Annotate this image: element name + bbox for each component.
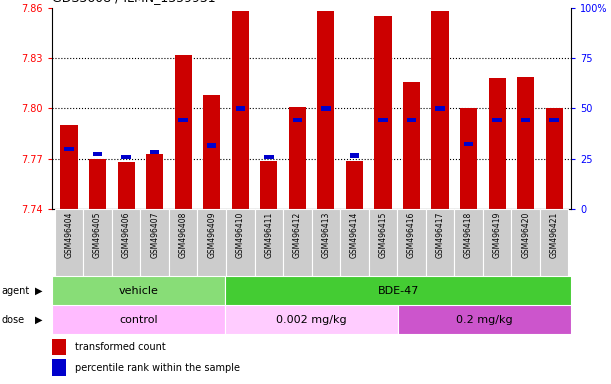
Bar — [398, 305, 571, 334]
Bar — [455, 209, 483, 276]
Text: ▶: ▶ — [35, 314, 43, 325]
Text: GSM496415: GSM496415 — [378, 211, 387, 258]
Bar — [232, 11, 249, 209]
Text: GSM496409: GSM496409 — [207, 211, 216, 258]
Bar — [464, 142, 474, 146]
Bar — [207, 143, 216, 147]
Text: agent: agent — [1, 286, 29, 296]
Bar — [403, 82, 420, 209]
Bar — [368, 209, 397, 276]
Bar — [431, 11, 448, 209]
Bar — [146, 154, 163, 209]
Bar — [483, 209, 511, 276]
Bar — [540, 209, 568, 276]
Text: GSM496407: GSM496407 — [150, 211, 159, 258]
Text: GSM496405: GSM496405 — [93, 211, 102, 258]
Bar — [225, 276, 571, 305]
Text: GSM496410: GSM496410 — [236, 211, 245, 258]
Text: GSM496411: GSM496411 — [265, 211, 273, 258]
Bar — [375, 16, 392, 209]
Bar — [52, 305, 225, 334]
Text: control: control — [119, 314, 158, 325]
Bar — [511, 209, 540, 276]
Bar — [203, 95, 221, 209]
Bar — [175, 55, 192, 209]
Text: GSM496413: GSM496413 — [321, 211, 331, 258]
Text: percentile rank within the sample: percentile rank within the sample — [75, 363, 240, 373]
Bar — [169, 209, 197, 276]
Bar — [407, 118, 416, 122]
Text: GSM496408: GSM496408 — [178, 211, 188, 258]
Bar — [112, 209, 141, 276]
Bar — [549, 118, 559, 122]
Text: GSM496421: GSM496421 — [550, 211, 558, 258]
Bar — [517, 76, 534, 209]
Bar — [317, 11, 334, 209]
Bar — [93, 152, 102, 156]
Bar — [117, 162, 134, 209]
Text: GSM496412: GSM496412 — [293, 211, 302, 258]
Bar — [52, 359, 67, 376]
Bar — [492, 118, 502, 122]
Text: ▶: ▶ — [35, 286, 43, 296]
Bar — [52, 276, 225, 305]
Bar — [340, 209, 368, 276]
Bar — [283, 209, 312, 276]
Bar — [55, 209, 83, 276]
Bar — [546, 109, 563, 209]
Bar — [197, 209, 226, 276]
Bar — [264, 155, 274, 159]
Text: BDE-47: BDE-47 — [378, 286, 419, 296]
Text: GSM496416: GSM496416 — [407, 211, 416, 258]
Bar — [89, 159, 106, 209]
Text: GSM496418: GSM496418 — [464, 211, 473, 258]
Bar — [435, 106, 445, 111]
Bar — [397, 209, 426, 276]
Text: GSM496420: GSM496420 — [521, 211, 530, 258]
Bar — [460, 109, 477, 209]
Text: 0.002 mg/kg: 0.002 mg/kg — [276, 314, 347, 325]
Bar — [426, 209, 455, 276]
Text: GSM496419: GSM496419 — [492, 211, 502, 258]
Bar — [83, 209, 112, 276]
Bar — [346, 161, 363, 209]
Bar — [521, 118, 530, 122]
Bar — [321, 106, 331, 111]
Bar — [64, 147, 74, 151]
Bar — [150, 150, 159, 154]
Bar — [349, 154, 359, 157]
Bar — [312, 209, 340, 276]
Text: GDS3608 / ILMN_1359931: GDS3608 / ILMN_1359931 — [52, 0, 216, 5]
Bar — [260, 161, 277, 209]
Text: GSM496404: GSM496404 — [65, 211, 73, 258]
Bar — [141, 209, 169, 276]
Bar — [52, 339, 67, 355]
Bar — [226, 209, 255, 276]
Text: GSM496414: GSM496414 — [350, 211, 359, 258]
Text: GSM496406: GSM496406 — [122, 211, 131, 258]
Bar — [289, 107, 306, 209]
Bar — [225, 305, 398, 334]
Text: vehicle: vehicle — [119, 286, 158, 296]
Text: dose: dose — [1, 314, 24, 325]
Bar — [293, 118, 302, 122]
Bar — [122, 155, 131, 159]
Text: transformed count: transformed count — [75, 342, 166, 352]
Bar — [378, 118, 387, 122]
Bar — [178, 118, 188, 122]
Text: GSM496417: GSM496417 — [436, 211, 445, 258]
Bar — [255, 209, 283, 276]
Bar — [489, 78, 506, 209]
Bar — [236, 106, 245, 111]
Text: 0.2 mg/kg: 0.2 mg/kg — [456, 314, 513, 325]
Bar — [60, 125, 78, 209]
